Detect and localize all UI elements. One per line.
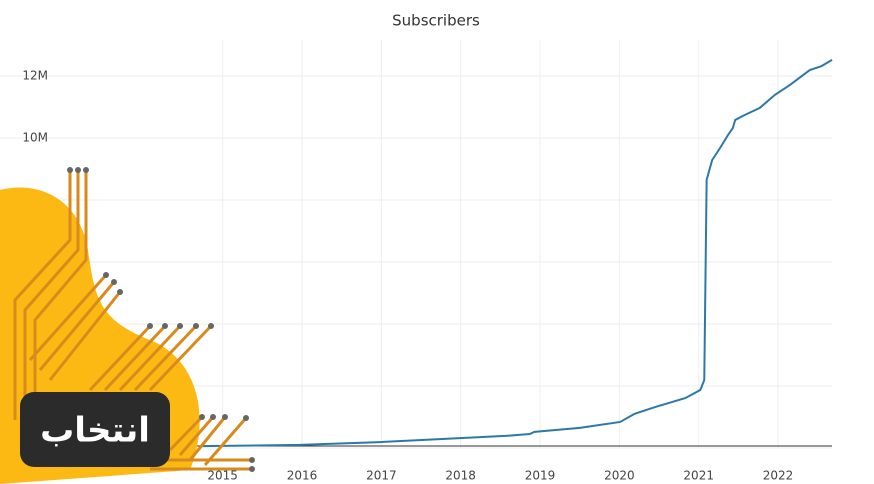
- y-tick-label: 10M: [22, 130, 48, 144]
- chart-title: Subscribers: [392, 12, 480, 30]
- x-tick-label: 2015: [207, 469, 238, 483]
- x-tick-label: 2022: [763, 469, 794, 483]
- x-tick-label: 2021: [683, 469, 714, 483]
- logo-text: انتخاب: [40, 411, 150, 451]
- y-tick-label: 12M: [22, 68, 48, 82]
- logo-circuit: [13, 170, 252, 471]
- x-tick-label: 2016: [287, 469, 318, 483]
- x-tick-label: 2018: [445, 469, 476, 483]
- plot-area: 10M 12M 2015 2016 2017 2018 2019 2020 2021 2022: [0, 40, 833, 483]
- logo-badge: [20, 392, 170, 467]
- line: [199, 58, 833, 448]
- x-tick-label: 2017: [366, 469, 397, 483]
- x-tick-label: 2019: [525, 469, 556, 483]
- logo: انتخاب: [0, 167, 255, 484]
- logo-dots: [67, 167, 255, 472]
- x-tick-label: 2020: [604, 469, 635, 483]
